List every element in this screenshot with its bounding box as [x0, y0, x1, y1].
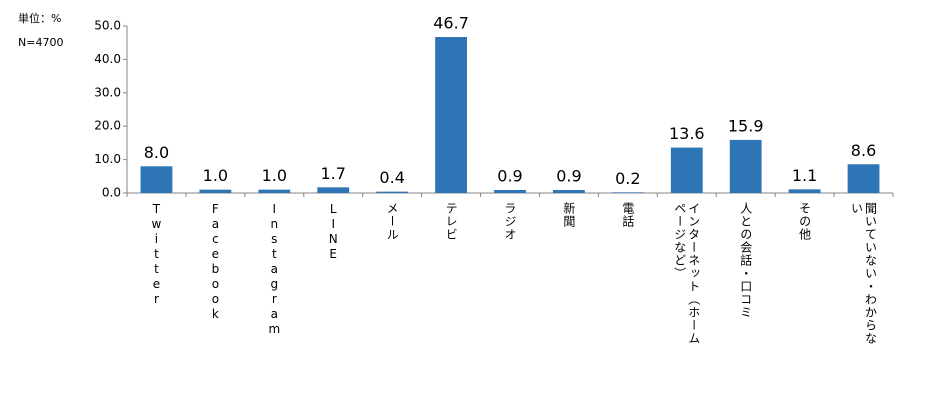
value-label: 0.4 [379, 168, 404, 187]
x-tick-label: 電話 [620, 202, 635, 228]
value-label: 46.7 [433, 14, 469, 33]
bar [553, 189, 585, 193]
unit-note: 単位：% [18, 12, 62, 25]
y-tick-label: 20.0 [94, 119, 121, 133]
value-label: 0.9 [556, 166, 581, 185]
y-tick-label: 50.0 [94, 19, 121, 33]
x-tick-label: Twitter [149, 202, 164, 307]
x-tick-label: Instagram [267, 202, 282, 337]
bar [140, 166, 173, 193]
value-label: 1.0 [203, 166, 228, 185]
x-tick-label: 新聞 [561, 202, 576, 228]
y-tick-label: 40.0 [94, 52, 121, 66]
bar [494, 189, 526, 193]
sample-note: N=4700 [18, 36, 64, 49]
value-label: 15.9 [728, 116, 764, 135]
x-tick-label: 人との会話・口コミ [738, 202, 753, 319]
x-tick-label: LINE [326, 202, 341, 262]
bar [435, 37, 467, 193]
x-tick-label: その他 [797, 202, 812, 241]
y-tick-label: 0.0 [102, 186, 121, 200]
x-tick-label: Facebook [208, 202, 223, 322]
bar [729, 139, 762, 193]
value-label: 8.0 [144, 143, 169, 162]
value-label: 1.1 [792, 166, 817, 185]
bar [847, 164, 880, 193]
x-tick-label: テレビ [444, 202, 459, 241]
bar [199, 189, 232, 193]
bar [258, 189, 291, 193]
x-tick-label: メール [385, 202, 400, 241]
y-tick-label: 30.0 [94, 85, 121, 99]
value-label: 0.9 [497, 166, 522, 185]
bar [611, 192, 644, 193]
y-tick-label: 10.0 [94, 152, 121, 166]
value-label: 1.0 [262, 166, 287, 185]
value-label: 8.6 [851, 141, 876, 160]
bar [670, 147, 703, 193]
value-label: 0.2 [615, 169, 640, 188]
x-tick-label: 聞いていない・わからない [849, 202, 878, 345]
x-tick-label: ラジオ [503, 202, 517, 241]
bar [788, 189, 821, 193]
value-label: 13.6 [669, 124, 705, 143]
bar [317, 187, 350, 193]
bar [376, 191, 409, 193]
x-tick-label: インターネット（ホームページなど） [672, 202, 701, 345]
value-label: 1.7 [321, 164, 346, 183]
